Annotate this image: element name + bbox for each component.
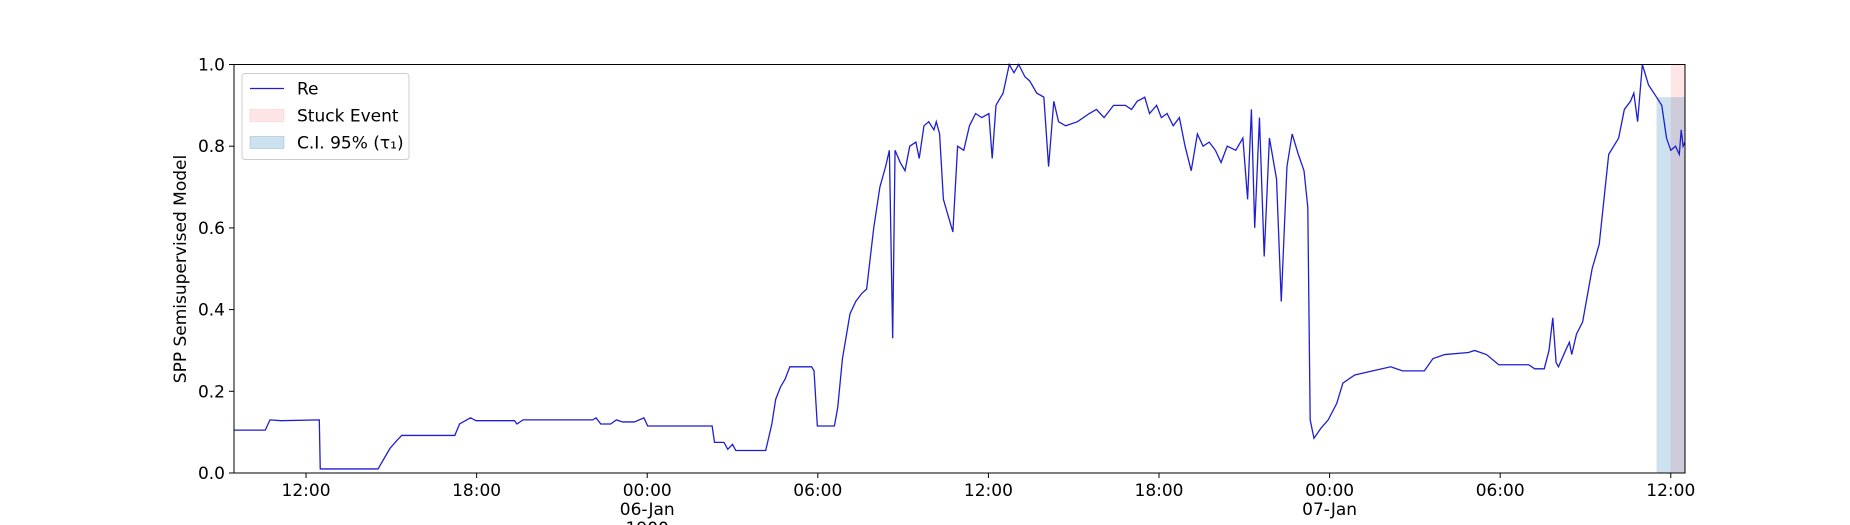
legend-patch	[249, 109, 285, 122]
plot-frame	[233, 64, 1686, 474]
legend-box	[241, 73, 410, 160]
x-tick-label: 06:00	[793, 481, 842, 501]
y-tick-label: 0.8	[198, 137, 225, 157]
x-tick-label: 00:00 07-Jan	[1302, 481, 1357, 520]
span-region	[1656, 97, 1685, 474]
span-region	[1670, 64, 1685, 473]
legend-label: Stuck Event	[297, 107, 399, 127]
x-tick-label: 12:00	[1646, 481, 1695, 501]
legend-label: C.I. 95% (τ₁)	[297, 134, 404, 154]
x-tick-label: 12:00	[964, 481, 1013, 501]
legend-patch	[249, 136, 285, 149]
y-tick-label: 0.6	[198, 219, 225, 239]
x-tick-label: 06:00	[1476, 481, 1525, 501]
x-tick-label: 18:00	[452, 481, 501, 501]
data-line	[234, 62, 1686, 470]
y-tick-label: 0.4	[198, 301, 225, 321]
x-tick-label: 12:00	[282, 481, 331, 501]
y-tick-label: 0.2	[198, 382, 225, 402]
x-tick-label: 18:00	[1135, 481, 1184, 501]
y-tick-label: 0.0	[198, 464, 225, 484]
y-tick-label: 1.0	[198, 56, 225, 76]
legend-label: Re	[297, 80, 319, 100]
legend: Re Stuck Event C.I. 95% (τ₁)	[241, 73, 410, 160]
y-axis-label: SPP Semisupervised Model	[171, 155, 191, 383]
